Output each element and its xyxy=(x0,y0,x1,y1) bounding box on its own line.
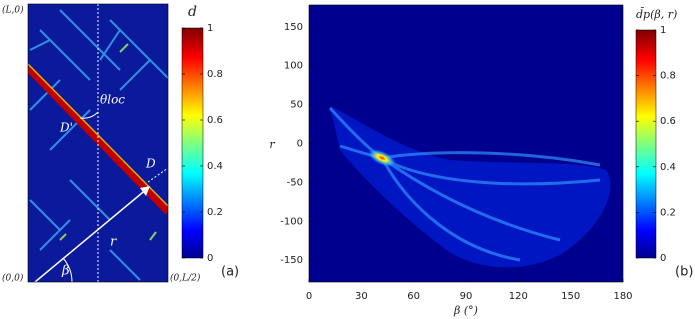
image-frame xyxy=(27,3,169,283)
panel-label: (a) xyxy=(221,265,239,280)
x-tick-label: 90 xyxy=(460,291,473,302)
y-tick-label: 0 xyxy=(297,139,303,150)
y-tick-label: 150 xyxy=(284,22,303,33)
colorbar-tick-label: 0.4 xyxy=(207,161,223,172)
colorbar xyxy=(181,27,204,259)
colorbar-tick-label: 1 xyxy=(660,25,666,36)
corner-label: (L,0) xyxy=(2,5,24,16)
y-axis-label: r xyxy=(269,138,275,151)
y-tick-label: 50 xyxy=(290,100,303,111)
colorbar-label: d xyxy=(188,4,197,20)
x-tick-label: 120 xyxy=(509,291,528,302)
corner-label: (0,0) xyxy=(2,273,24,284)
colorbar-tick-label: 0.4 xyxy=(660,162,676,173)
annotation: β xyxy=(61,264,70,279)
panel-label: (b) xyxy=(675,265,693,280)
colorbar-tick-label: 0.2 xyxy=(660,207,676,218)
plot-b xyxy=(309,5,623,282)
annotation: D' xyxy=(59,121,73,135)
y-tick-label: 100 xyxy=(284,61,303,72)
x-axis-label: β (°) xyxy=(453,304,478,317)
annotation: r xyxy=(110,235,117,250)
y-tick-label: -100 xyxy=(280,216,303,227)
x-tick-label: 150 xyxy=(561,291,580,302)
x-tick-label: 60 xyxy=(407,291,420,302)
colorbar-tick-label: 0.8 xyxy=(207,69,223,80)
x-tick-label: 0 xyxy=(306,291,312,302)
colorbar-tick-label: 0.8 xyxy=(660,71,676,82)
colorbar-tick-label: 0 xyxy=(660,253,666,264)
x-tick-label: 180 xyxy=(613,291,632,302)
image-a xyxy=(28,4,168,282)
corner-label: (0,L/2) xyxy=(170,273,201,284)
y-tick-label: -150 xyxy=(280,255,303,266)
annotation: D xyxy=(145,157,156,171)
x-tick-label: 30 xyxy=(355,291,368,302)
y-tick-label: -50 xyxy=(287,177,303,188)
colorbar xyxy=(635,29,657,259)
colorbar-tick-label: 0.6 xyxy=(207,115,223,126)
colorbar-tick-label: 0.6 xyxy=(660,116,676,127)
colorbar-tick-label: 0.2 xyxy=(207,207,223,218)
colorbar-tick-label: 1 xyxy=(207,23,213,34)
colorbar-tick-label: 0 xyxy=(207,253,213,264)
annotation: θloc xyxy=(100,93,125,107)
colorbar-label: d̄p(β, r) xyxy=(636,8,677,21)
